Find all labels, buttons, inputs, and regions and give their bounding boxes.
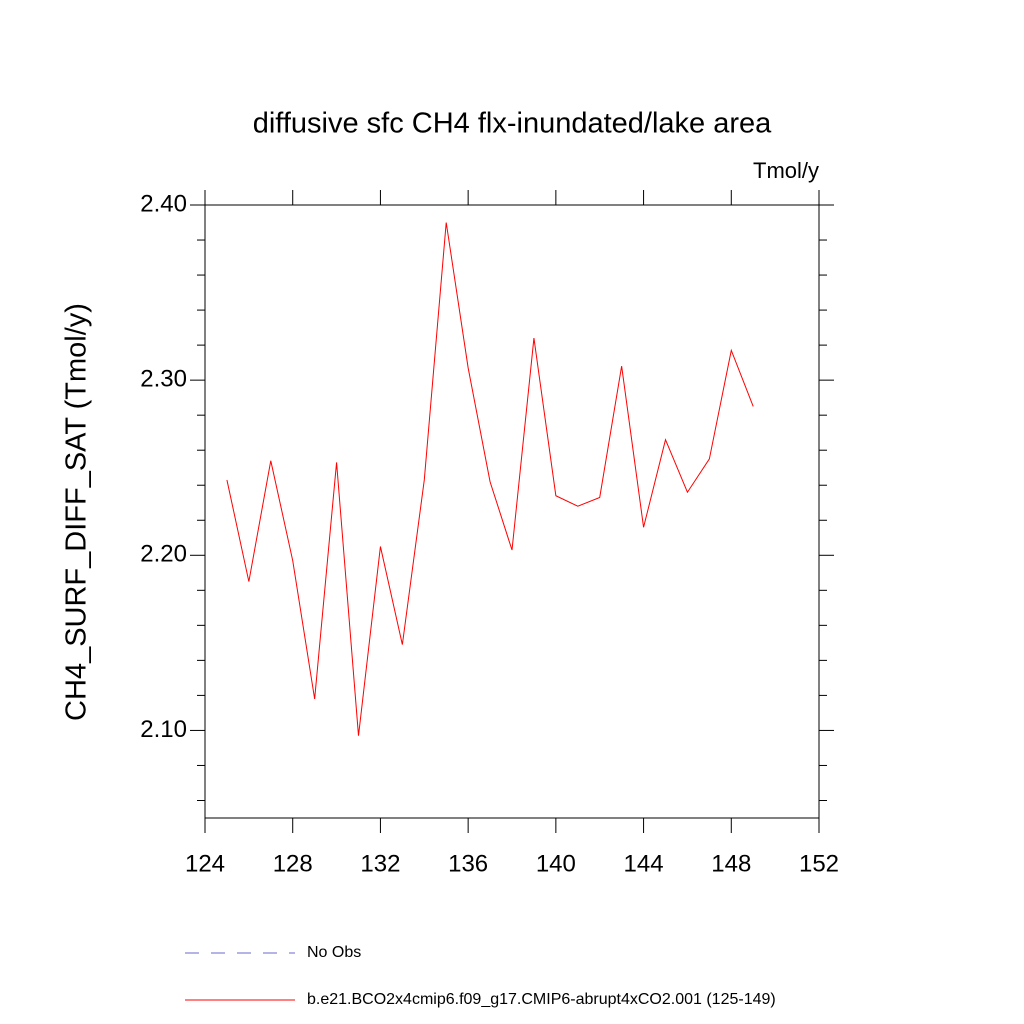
y-tick-label: 2.10	[140, 716, 187, 743]
x-tick-label: 124	[185, 850, 225, 877]
x-tick-label: 152	[799, 850, 839, 877]
legend-label: No Obs	[307, 944, 361, 961]
x-tick-label: 132	[360, 850, 400, 877]
series-line	[226, 222, 754, 736]
x-tick-label: 128	[273, 850, 313, 877]
legend-label: b.e21.BCO2x4cmip6.f09_g17.CMIP6-abrupt4x…	[307, 991, 776, 1008]
x-tick-label: 136	[448, 850, 488, 877]
chart-title: diffusive sfc CH4 flx-inundated/lake are…	[253, 108, 772, 140]
plot-frame	[204, 204, 820, 819]
x-tick-label: 140	[536, 850, 576, 877]
units-label: Tmol/y	[753, 158, 819, 183]
y-tick-label: 2.30	[140, 365, 187, 392]
y-axis-label: CH4_SURF_DIFF_SAT (Tmol/y)	[61, 303, 93, 721]
y-tick-label: 2.40	[140, 190, 187, 217]
y-tick-label: 2.20	[140, 541, 187, 568]
x-tick-label: 148	[711, 850, 751, 877]
x-tick-label: 144	[624, 850, 664, 877]
